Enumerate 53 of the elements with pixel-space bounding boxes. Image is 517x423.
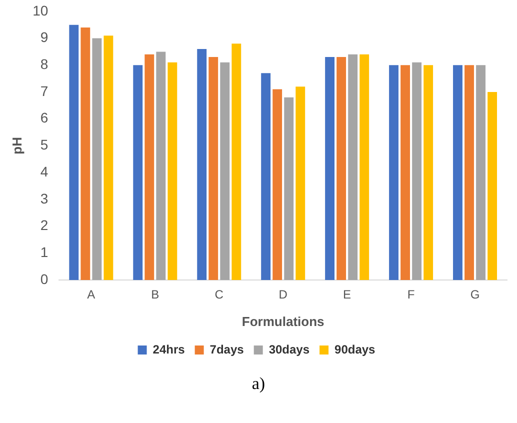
bar — [80, 28, 90, 280]
x-tick-label: E — [343, 288, 352, 302]
legend-label: 90days — [334, 342, 376, 356]
bar — [197, 49, 207, 280]
y-tick-label: 1 — [40, 244, 48, 260]
legend-label: 30days — [268, 342, 310, 356]
bar — [296, 86, 306, 280]
y-tick-label: 9 — [40, 29, 48, 46]
y-tick-label: 5 — [40, 136, 48, 153]
bar — [208, 57, 218, 280]
x-tick-label: F — [407, 288, 415, 302]
bar — [104, 36, 114, 280]
y-tick-label: 8 — [40, 56, 48, 72]
y-tick-label: 6 — [40, 110, 48, 126]
bar — [69, 24, 79, 280]
bar — [144, 54, 154, 280]
bar — [360, 54, 370, 280]
bar — [220, 62, 230, 280]
bar — [156, 52, 166, 280]
y-tick-label: 2 — [40, 217, 48, 234]
y-tick-label: 10 — [32, 2, 48, 18]
bar — [133, 65, 143, 280]
bar — [348, 54, 358, 280]
bar — [464, 65, 474, 280]
bar — [476, 65, 486, 280]
bar — [336, 57, 346, 280]
text: a) — [250, 374, 266, 394]
y-tick-label: 3 — [40, 190, 48, 206]
bar — [261, 73, 271, 280]
bar — [389, 65, 398, 280]
legend-label: 24hrs — [152, 342, 186, 356]
bar — [325, 57, 335, 280]
bar — [92, 38, 102, 280]
bar — [168, 62, 178, 280]
bar — [488, 92, 498, 280]
bar — [453, 65, 462, 280]
bar — [400, 65, 410, 280]
bar — [232, 44, 242, 280]
bar — [272, 89, 282, 280]
x-axis-title: Formulations — [242, 314, 324, 329]
x-tick-label: B — [151, 288, 160, 302]
bar — [284, 97, 294, 280]
y-tick-label: 4 — [40, 163, 48, 180]
y-tick-label: 0 — [40, 270, 48, 287]
y-axis-title: pH — [9, 137, 24, 154]
x-tick-label: A — [87, 288, 96, 302]
x-tick-label: G — [470, 288, 480, 302]
y-tick-label: 7 — [40, 82, 48, 99]
bar — [412, 62, 422, 280]
bar — [424, 65, 434, 280]
x-tick-label: D — [278, 288, 288, 302]
x-tick-label: C — [214, 288, 224, 302]
legend-label: 7days — [210, 342, 244, 356]
